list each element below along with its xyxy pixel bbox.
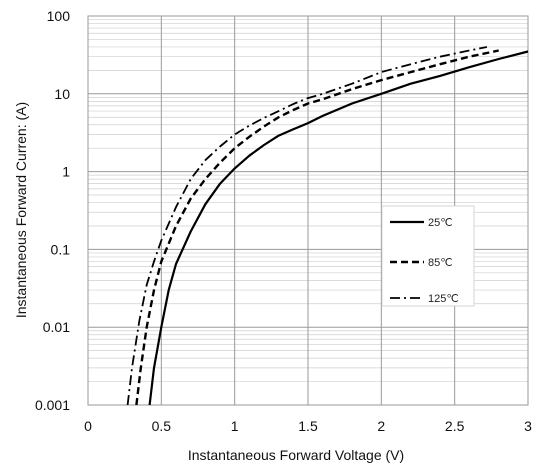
x-tick-label: 0	[84, 418, 92, 434]
y-tick-label: 1	[62, 164, 70, 180]
y-tick-label: 100	[47, 8, 71, 24]
y-tick-label: 0.01	[43, 319, 70, 335]
legend-label-1: 85℃	[428, 257, 453, 269]
series-layer	[126, 46, 529, 406]
x-tick-label: 1	[231, 418, 239, 434]
x-tick-label: 3	[524, 418, 532, 434]
plot-frame	[87, 15, 529, 406]
y-tick-labels: 0.001 0.01 0.1 1 10 100	[35, 8, 70, 413]
y-tick-label: 0.001	[35, 397, 70, 413]
legend: 25℃ 85℃ 125℃	[381, 205, 475, 307]
x-tick-labels: 0 0.5 1 1.5 2 2.5 3	[84, 418, 532, 434]
x-axis-title: Instantaneous Forward Voltage (V)	[188, 447, 404, 463]
series-line-0	[148, 50, 529, 406]
legend-label-2: 125℃	[428, 293, 459, 305]
y-tick-label: 10	[54, 86, 70, 102]
legend-label-0: 25℃	[428, 217, 453, 229]
x-tick-label: 2	[377, 418, 385, 434]
x-tick-label: 1.5	[298, 418, 318, 434]
y-tick-label: 0.1	[51, 241, 71, 257]
series-line-1	[135, 49, 499, 406]
x-tick-label: 2.5	[445, 418, 465, 434]
x-tick-label: 0.5	[152, 418, 172, 434]
series-line-2	[126, 46, 488, 406]
y-axis-title: Instantaneous Forward Curren: (A)	[13, 102, 29, 318]
